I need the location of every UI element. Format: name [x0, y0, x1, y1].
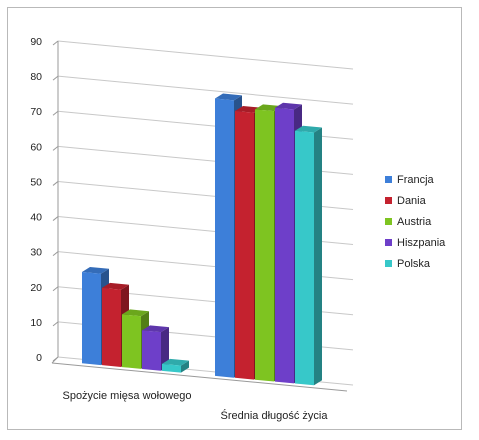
- legend-swatch-dania: [385, 197, 392, 204]
- floor-left-edge: [51, 356, 59, 364]
- floor-front-edge: [51, 362, 348, 392]
- y-tick-label-20: 20: [30, 282, 42, 294]
- y-tick-label-90: 90: [30, 36, 42, 48]
- bar-front: [255, 109, 274, 382]
- bar-front: [102, 287, 121, 367]
- legend-swatch-austria: [385, 218, 392, 225]
- y-tick-label-10: 10: [30, 317, 42, 329]
- y-tick-label-50: 50: [30, 176, 42, 188]
- tick-mark-50: [52, 181, 59, 186]
- bar-top: [275, 102, 302, 110]
- category-labels: Spożycie mięsa wołowego Średnia długość ż…: [62, 390, 328, 422]
- bars: [82, 93, 322, 386]
- tick-mark-40: [52, 216, 59, 221]
- tick-mark-90: [52, 40, 59, 46]
- bar-front: [162, 363, 181, 373]
- legend-label-hiszpania: Hiszpania: [397, 237, 446, 249]
- bar-front: [82, 271, 101, 366]
- gridline-80: [57, 75, 354, 105]
- bar-chart: 0 10 20 30 40 50 60 70 80 90 Spożycie mięsa wołow…: [30, 36, 446, 422]
- bar-front: [142, 330, 161, 371]
- tick-mark-20: [52, 286, 59, 292]
- chart-frame: 0 10 20 30 40 50 60 70 80 90 Spożycie mięsa wołow…: [7, 7, 462, 430]
- legend: Francja Dania Austria Hiszpania Polska: [385, 174, 446, 270]
- bar-front: [235, 110, 254, 380]
- y-tick-label-80: 80: [30, 71, 42, 83]
- bar-front: [275, 107, 294, 384]
- tick-mark-30: [52, 251, 59, 257]
- bar-top: [122, 309, 149, 317]
- category-label-1: Spożycie mięsa wołowego: [62, 390, 191, 402]
- legend-label-dania: Dania: [397, 195, 427, 207]
- legend-label-polska: Polska: [397, 258, 431, 270]
- y-tick-label-0: 0: [36, 352, 42, 364]
- bar-1-polska: [162, 358, 189, 373]
- bar-front: [122, 314, 141, 369]
- legend-swatch-francja: [385, 176, 392, 183]
- category-label-2: Średnia długość życia: [220, 409, 328, 422]
- y-tick-label-40: 40: [30, 212, 42, 224]
- bar-top: [102, 282, 129, 290]
- bar-front: [295, 130, 314, 386]
- bar-side: [314, 127, 322, 386]
- y-axis: 0 10 20 30 40 50 60 70 80 90: [30, 36, 348, 392]
- legend-label-austria: Austria: [397, 216, 432, 228]
- tick-mark-60: [52, 145, 59, 151]
- bar-top: [142, 325, 169, 333]
- bar-top: [82, 266, 109, 274]
- bar-1-hiszpania: [142, 325, 169, 371]
- bar-side: [181, 360, 189, 373]
- bar-top: [295, 125, 322, 133]
- legend-swatch-hiszpania: [385, 239, 392, 246]
- tick-mark-10: [52, 321, 59, 327]
- bar-2-polska: [295, 125, 322, 386]
- gridline-90: [57, 40, 354, 70]
- bar-side: [161, 327, 169, 371]
- tick-mark-80: [52, 75, 59, 81]
- legend-swatch-polska: [385, 260, 392, 267]
- tick-mark-70: [52, 110, 59, 116]
- y-tick-label-70: 70: [30, 106, 42, 118]
- bar-top: [215, 93, 242, 101]
- y-tick-label-60: 60: [30, 141, 42, 153]
- legend-label-francja: Francja: [397, 174, 435, 186]
- bar-front: [215, 98, 234, 378]
- bar-top: [162, 358, 189, 366]
- y-tick-label-30: 30: [30, 247, 42, 259]
